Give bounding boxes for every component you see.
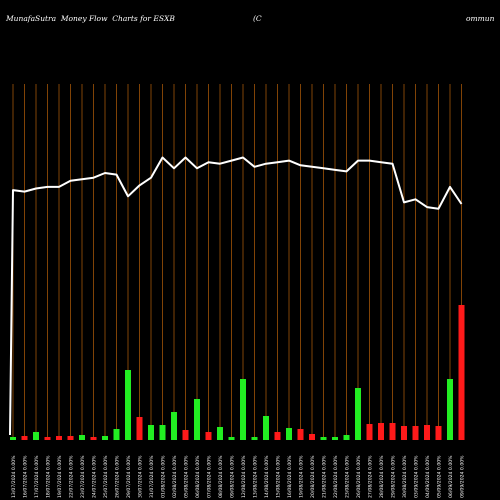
date-label: 06/09/2024 0.00% <box>448 455 454 498</box>
volume-bar <box>113 429 120 440</box>
volume-bar <box>67 436 74 440</box>
date-label: 15/08/2024 0.00% <box>276 455 282 498</box>
chart-title-right: ommun <box>466 14 495 23</box>
volume-bar <box>435 426 442 440</box>
date-label: 29/07/2024 0.00% <box>126 455 132 498</box>
volume-bar <box>79 435 85 440</box>
date-label: 01/08/2024 0.00% <box>161 455 167 498</box>
volume-bar <box>33 432 39 440</box>
volume-bar <box>389 423 396 440</box>
volume-bar <box>205 432 212 440</box>
volume-bar <box>263 416 269 440</box>
volume-bar <box>194 399 200 440</box>
volume-bar <box>102 436 108 440</box>
volume-bar <box>286 428 292 440</box>
date-label: 14/08/2024 0.00% <box>264 455 270 498</box>
volume-bar <box>332 437 338 440</box>
volume-bar <box>447 379 453 440</box>
date-label: 16/08/2024 0.00% <box>287 455 293 498</box>
volume-bar <box>378 423 384 440</box>
volume-bar <box>240 379 246 440</box>
volume-bar <box>458 305 465 440</box>
date-label: 26/08/2024 0.00% <box>356 455 362 498</box>
date-label: 31/07/2024 0.00% <box>149 455 155 498</box>
volume-bar <box>274 432 281 440</box>
date-label: 21/08/2024 0.00% <box>322 455 328 498</box>
date-label: 30/07/2024 0.00% <box>138 455 144 498</box>
date-label: 09/08/2024 0.00% <box>230 455 236 498</box>
date-label: 05/09/2024 0.00% <box>437 455 443 498</box>
date-label: 28/08/2024 0.00% <box>379 455 385 498</box>
date-label: 02/08/2024 0.00% <box>172 455 178 498</box>
volume-bar <box>309 434 315 440</box>
date-label: 17/07/2024 0.00% <box>34 455 40 498</box>
date-label: 19/07/2024 0.00% <box>57 455 63 498</box>
volume-bar <box>401 426 407 440</box>
volume-bar <box>412 426 419 440</box>
date-label: 18/07/2024 0.00% <box>46 455 52 498</box>
volume-bar <box>21 436 28 440</box>
money-flow-line <box>9 156 463 436</box>
volume-bar <box>366 424 373 440</box>
date-label: 30/08/2024 0.00% <box>402 455 408 498</box>
volume-bar <box>228 437 235 440</box>
date-label: 03/09/2024 0.00% <box>414 455 420 498</box>
chart-title-mid: (C <box>253 14 262 23</box>
volume-bar <box>44 437 51 440</box>
date-label: 16/07/2024 0.00% <box>23 455 29 498</box>
date-label: 08/08/2024 0.00% <box>218 455 224 498</box>
volume-bar <box>148 425 154 440</box>
volume-bar <box>136 417 143 440</box>
date-label: 06/08/2024 0.00% <box>195 455 201 498</box>
volume-bar <box>182 430 189 440</box>
volume-bar <box>90 437 97 440</box>
date-label: 05/08/2024 0.00% <box>184 455 190 498</box>
date-label: 20/08/2024 0.00% <box>310 455 316 498</box>
volume-bar <box>56 436 62 440</box>
date-label: 12/08/2024 0.00% <box>241 455 247 498</box>
date-label: 19/08/2024 0.00% <box>299 455 305 498</box>
volume-bar <box>125 370 131 440</box>
volume-bar <box>343 435 350 440</box>
date-label: 25/07/2024 0.00% <box>103 455 109 498</box>
date-label: 22/08/2024 0.00% <box>333 455 339 498</box>
date-label: 23/08/2024 0.00% <box>345 455 351 498</box>
volume-bar <box>159 425 166 440</box>
date-label: 24/07/2024 0.00% <box>92 455 98 498</box>
date-label: 09/09/2024 0.00% <box>460 455 466 498</box>
date-label: 13/07/2024 0.00% <box>11 455 17 498</box>
volume-bar <box>171 412 177 440</box>
date-label: 07/08/2024 0.00% <box>207 455 213 498</box>
date-label: 22/07/2024 0.00% <box>69 455 75 498</box>
volume-bar <box>320 437 327 440</box>
volume-bar <box>355 388 361 440</box>
date-label: 13/08/2024 0.00% <box>253 455 259 498</box>
volume-bar <box>10 437 16 440</box>
date-label: 27/08/2024 0.00% <box>368 455 374 498</box>
date-label: 23/07/2024 0.00% <box>80 455 86 498</box>
volume-bar <box>424 425 430 440</box>
volume-bar <box>251 437 258 440</box>
volume-bar <box>297 429 304 440</box>
date-label: 26/07/2024 0.00% <box>115 455 121 498</box>
chart-title-left: MunafaSutra Money Flow Charts for ESXB <box>6 14 175 23</box>
date-label: 29/08/2024 0.00% <box>391 455 397 498</box>
date-label: 04/09/2024 0.00% <box>425 455 431 498</box>
volume-bar <box>217 427 223 440</box>
